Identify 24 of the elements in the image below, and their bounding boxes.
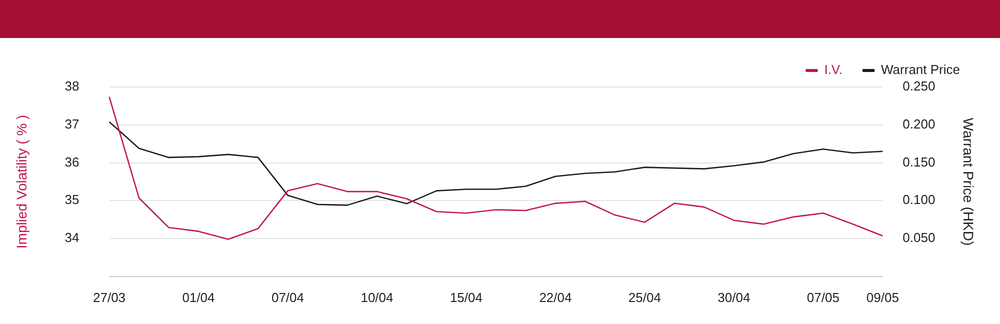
y-tick-label: 34: [64, 230, 80, 246]
x-tick-label: 25/04: [628, 290, 661, 305]
x-tick-label: 10/04: [360, 290, 394, 305]
y-tick-label: 38: [64, 78, 80, 94]
x-tick-label: 07/04: [271, 290, 304, 305]
y2-tick-label: 0.150: [902, 154, 936, 170]
y-axis-title: Implied Volatility ( % ): [13, 114, 30, 249]
x-tick-label: 07/05: [806, 290, 840, 305]
x-tick-label: 27/03: [92, 290, 126, 305]
y2-tick-label: 0.100: [902, 192, 936, 208]
x-tick-label: 30/04: [718, 290, 750, 305]
y2-tick-label: 0.200: [902, 116, 936, 132]
y-tick-label: 37: [64, 116, 80, 132]
x-tick-label: 09/05: [866, 290, 899, 305]
y2-tick-label: 0.050: [902, 230, 936, 246]
x-tick-label: 15/04: [450, 290, 482, 305]
x-tick-label: 01/04: [182, 290, 215, 305]
x-tick-label: 22/04: [539, 290, 572, 305]
y2-tick-label: 0.250: [902, 78, 936, 94]
legend-label: I.V.: [824, 62, 843, 78]
legend-label: Warrant Price: [881, 62, 960, 78]
y-tick-label: 35: [64, 192, 80, 208]
y-tick-label: 36: [64, 154, 80, 170]
y2-axis-title: Warrant Price (HKD): [960, 118, 977, 246]
